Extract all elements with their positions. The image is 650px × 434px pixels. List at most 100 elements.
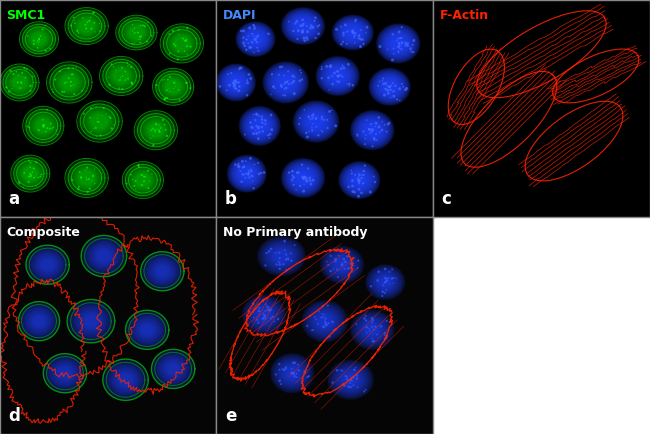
Point — [16, 79, 26, 85]
Point — [159, 95, 170, 102]
Point — [85, 114, 96, 121]
Polygon shape — [332, 71, 343, 81]
Point — [38, 119, 49, 126]
Point — [380, 266, 391, 273]
Polygon shape — [17, 161, 44, 186]
Point — [133, 29, 143, 36]
Point — [339, 382, 350, 389]
Polygon shape — [356, 315, 389, 345]
Polygon shape — [132, 316, 162, 344]
Point — [241, 46, 252, 53]
Point — [288, 28, 298, 35]
Point — [347, 377, 358, 384]
Polygon shape — [362, 320, 383, 339]
Point — [377, 118, 387, 125]
Point — [272, 261, 282, 268]
Point — [346, 256, 356, 263]
Point — [253, 319, 263, 326]
Polygon shape — [240, 167, 254, 181]
Polygon shape — [248, 299, 281, 330]
Point — [274, 377, 285, 384]
Polygon shape — [343, 24, 363, 41]
Polygon shape — [284, 10, 322, 42]
Polygon shape — [367, 325, 378, 335]
Point — [387, 79, 398, 86]
Polygon shape — [166, 81, 180, 93]
Point — [157, 77, 168, 84]
Polygon shape — [289, 165, 317, 191]
Point — [252, 34, 262, 41]
Polygon shape — [33, 116, 53, 135]
Polygon shape — [31, 314, 47, 329]
Point — [281, 365, 291, 372]
Point — [336, 23, 346, 30]
Polygon shape — [105, 61, 137, 91]
Point — [359, 141, 370, 148]
Point — [5, 87, 15, 94]
Point — [153, 127, 164, 134]
Polygon shape — [272, 249, 291, 263]
Polygon shape — [227, 74, 245, 91]
Point — [181, 36, 192, 43]
Point — [373, 82, 384, 89]
Point — [31, 183, 42, 190]
Point — [308, 111, 318, 118]
Polygon shape — [156, 71, 190, 102]
Point — [379, 332, 389, 339]
Polygon shape — [251, 35, 260, 43]
Polygon shape — [346, 376, 355, 384]
Point — [379, 92, 389, 99]
Point — [382, 318, 392, 325]
Point — [243, 40, 254, 47]
Point — [297, 76, 307, 83]
Point — [73, 185, 84, 192]
Polygon shape — [161, 76, 185, 98]
Point — [252, 130, 262, 137]
Point — [257, 315, 268, 322]
Point — [135, 33, 145, 40]
Point — [317, 310, 328, 317]
Polygon shape — [290, 166, 317, 190]
Point — [172, 56, 183, 63]
Point — [250, 117, 261, 124]
Point — [254, 170, 265, 177]
Polygon shape — [284, 366, 300, 381]
Point — [249, 25, 259, 32]
Point — [330, 256, 341, 263]
Polygon shape — [117, 372, 134, 388]
Point — [393, 49, 404, 56]
Point — [280, 85, 290, 92]
Point — [298, 174, 309, 181]
Point — [305, 25, 315, 32]
Point — [354, 172, 365, 179]
Polygon shape — [370, 69, 410, 105]
Polygon shape — [20, 22, 58, 56]
Point — [347, 183, 358, 190]
Polygon shape — [376, 274, 395, 290]
Polygon shape — [76, 168, 98, 187]
Polygon shape — [259, 238, 304, 274]
Point — [313, 132, 324, 139]
Point — [69, 91, 79, 98]
Polygon shape — [25, 108, 62, 143]
Polygon shape — [254, 305, 274, 324]
Polygon shape — [341, 23, 365, 43]
Point — [230, 85, 240, 92]
Point — [274, 259, 285, 266]
Polygon shape — [291, 15, 315, 37]
Polygon shape — [282, 8, 324, 44]
Polygon shape — [20, 164, 41, 184]
Point — [90, 28, 100, 35]
Point — [354, 179, 364, 186]
Polygon shape — [0, 64, 38, 100]
Polygon shape — [125, 164, 161, 196]
Point — [296, 22, 306, 29]
Point — [143, 184, 153, 191]
Polygon shape — [363, 322, 382, 338]
Point — [299, 181, 309, 188]
Polygon shape — [125, 310, 169, 349]
Polygon shape — [248, 32, 263, 46]
Polygon shape — [245, 112, 274, 140]
Point — [291, 186, 302, 193]
Point — [398, 83, 408, 90]
